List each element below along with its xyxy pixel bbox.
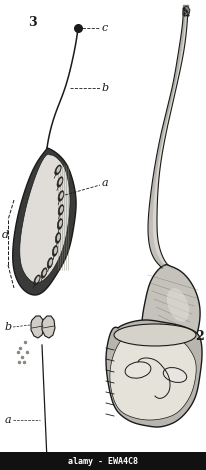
Ellipse shape xyxy=(114,324,196,346)
Ellipse shape xyxy=(47,258,53,268)
Ellipse shape xyxy=(41,268,47,278)
Text: alamy - EWA4C8: alamy - EWA4C8 xyxy=(68,456,138,465)
Ellipse shape xyxy=(52,246,58,257)
Text: c: c xyxy=(102,23,108,33)
Text: a: a xyxy=(5,415,11,425)
Ellipse shape xyxy=(35,276,40,283)
Polygon shape xyxy=(106,320,202,427)
Ellipse shape xyxy=(55,165,61,175)
Ellipse shape xyxy=(58,204,64,215)
Polygon shape xyxy=(148,8,188,268)
Polygon shape xyxy=(42,316,55,338)
Ellipse shape xyxy=(58,191,64,201)
Polygon shape xyxy=(20,154,70,283)
Ellipse shape xyxy=(57,234,60,241)
Ellipse shape xyxy=(34,275,40,285)
Ellipse shape xyxy=(55,233,61,243)
Ellipse shape xyxy=(125,362,151,378)
Ellipse shape xyxy=(60,206,63,213)
Ellipse shape xyxy=(60,192,63,199)
Ellipse shape xyxy=(59,220,62,227)
Polygon shape xyxy=(110,334,196,420)
Text: 2: 2 xyxy=(196,329,204,343)
Ellipse shape xyxy=(43,269,46,276)
Text: b: b xyxy=(5,322,12,332)
Text: d: d xyxy=(1,230,9,240)
Ellipse shape xyxy=(167,288,189,322)
Bar xyxy=(0,452,206,470)
Ellipse shape xyxy=(49,259,52,266)
Polygon shape xyxy=(142,265,200,370)
Ellipse shape xyxy=(54,247,57,254)
Text: b: b xyxy=(102,83,109,93)
Ellipse shape xyxy=(59,178,62,185)
Polygon shape xyxy=(31,316,44,338)
Text: a: a xyxy=(102,178,109,188)
Ellipse shape xyxy=(57,219,63,229)
Text: 3: 3 xyxy=(28,16,36,29)
Polygon shape xyxy=(13,148,76,295)
Ellipse shape xyxy=(56,166,61,173)
Ellipse shape xyxy=(57,177,63,187)
Polygon shape xyxy=(183,6,190,16)
Ellipse shape xyxy=(163,368,187,383)
